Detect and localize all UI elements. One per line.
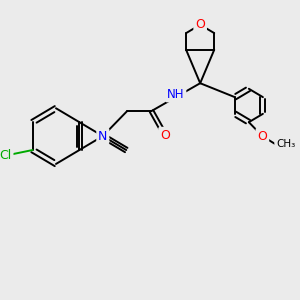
Text: CH₃: CH₃	[276, 140, 295, 149]
Text: O: O	[257, 130, 267, 142]
Text: NH: NH	[167, 88, 184, 100]
Text: Cl: Cl	[0, 149, 12, 162]
Text: O: O	[160, 129, 170, 142]
Text: N: N	[98, 130, 107, 142]
Text: O: O	[195, 18, 205, 31]
